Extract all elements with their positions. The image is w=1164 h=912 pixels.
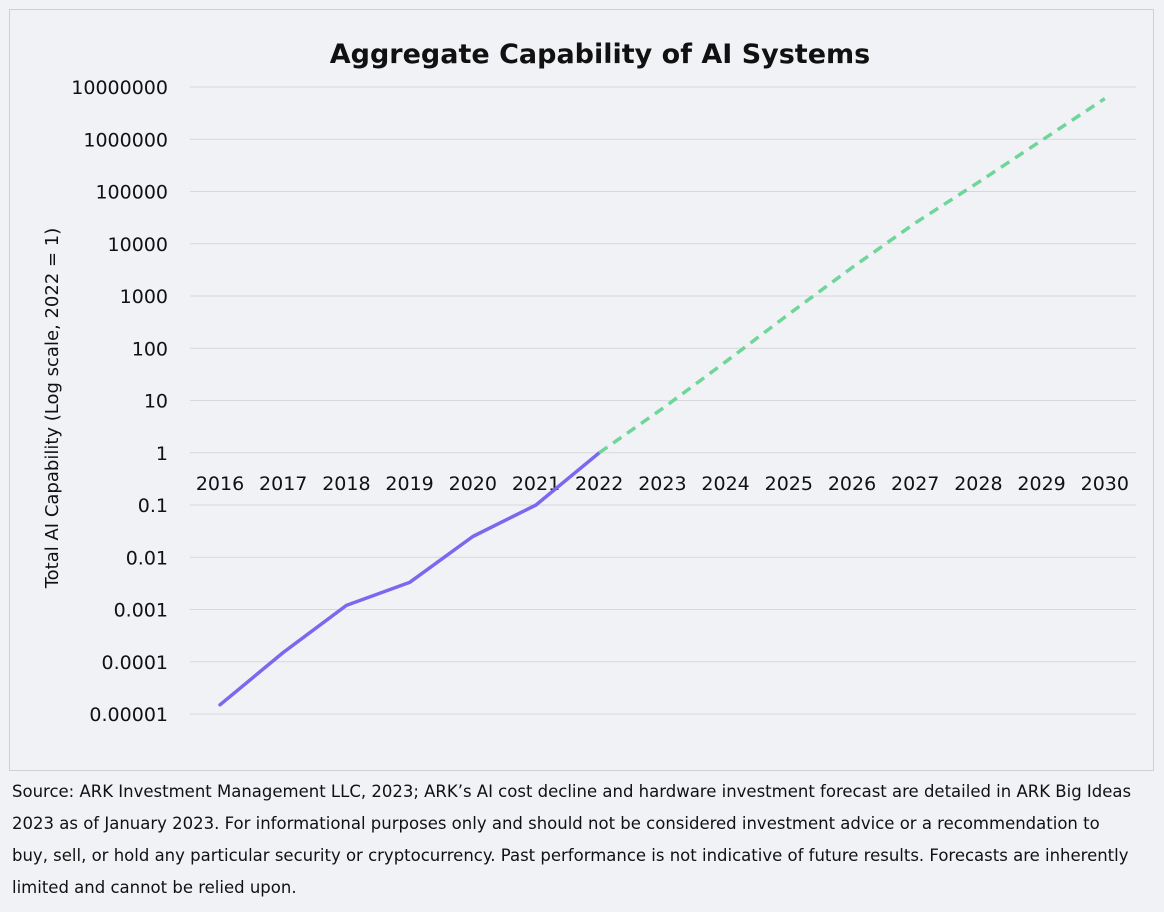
x-tick-label: 2019 <box>385 473 433 495</box>
historical-series-line <box>218 451 601 707</box>
x-tick-label: 2016 <box>196 473 244 495</box>
x-tick-label: 2020 <box>449 473 497 495</box>
y-tick-label: 1000 <box>120 286 168 308</box>
y-axis-label: Total AI Capability (Log scale, 2022 = 1… <box>42 228 63 590</box>
line-chart: Aggregate Capability of AI Systems 10000… <box>42 39 1136 726</box>
y-tick-label: 0.00001 <box>89 704 168 726</box>
forecast-series-line <box>598 97 1106 455</box>
chart-title: Aggregate Capability of AI Systems <box>330 39 871 70</box>
y-tick-label: 1000000 <box>83 129 168 151</box>
x-tick-label: 2028 <box>954 473 1002 495</box>
y-tick-label: 100000 <box>95 182 168 204</box>
x-tick-label: 2018 <box>322 473 370 495</box>
y-tick-label: 10000 <box>108 234 168 256</box>
y-tick-label: 1 <box>156 443 168 465</box>
series-lines <box>218 97 1106 707</box>
y-tick-label: 10000000 <box>71 77 168 99</box>
x-tick-label: 2021 <box>512 473 560 495</box>
y-tick-label: 0.1 <box>138 495 168 517</box>
y-tick-label: 0.0001 <box>102 652 168 674</box>
x-tick-label: 2022 <box>575 473 623 495</box>
x-tick-label: 2027 <box>891 473 939 495</box>
x-tick-label: 2023 <box>638 473 686 495</box>
y-tick-label: 10 <box>144 391 168 413</box>
y-tick-label: 0.01 <box>126 547 168 569</box>
chart-frame: Aggregate Capability of AI Systems 10000… <box>9 9 1154 771</box>
x-tick-label: 2029 <box>1017 473 1065 495</box>
x-tick-label: 2026 <box>828 473 876 495</box>
gridlines <box>190 86 1136 715</box>
y-axis-ticks: 10000000 1000000 100000 10000 1000 100 10 1 0.1 0… <box>71 77 168 726</box>
x-tick-label: 2025 <box>765 473 813 495</box>
x-axis-ticks: 2016 2017 2018 2019 2020 2021 2022 2023 2024 2025… <box>196 473 1129 495</box>
source-note: Source: ARK Investment Management LLC, 2… <box>12 782 1132 897</box>
y-tick-label: 100 <box>132 338 168 360</box>
x-tick-label: 2030 <box>1081 473 1129 495</box>
x-tick-label: 2017 <box>259 473 307 495</box>
x-tick-label: 2024 <box>701 473 749 495</box>
y-tick-label: 0.001 <box>114 600 168 622</box>
